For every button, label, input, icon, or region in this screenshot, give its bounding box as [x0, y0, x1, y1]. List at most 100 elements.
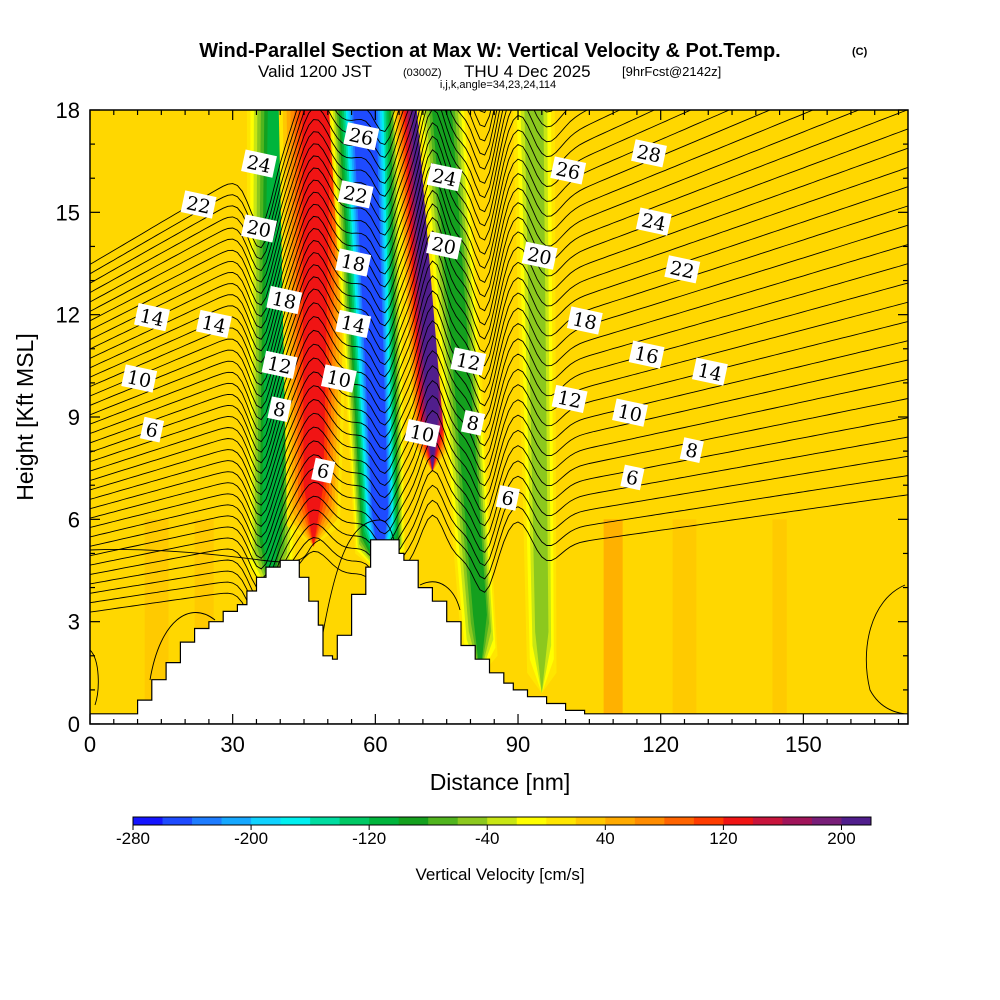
theta-label-box — [426, 163, 463, 192]
chart-title: Wind-Parallel Section at Max W: Vertical… — [199, 40, 780, 62]
theta-label-box — [664, 255, 701, 284]
theta-contour-line — [90, 340, 908, 549]
y-tick-label: 3 — [68, 610, 80, 635]
subtitle-forecast: [9hrFcst@2142z] — [622, 64, 721, 79]
colorbar-swatch — [782, 817, 813, 825]
theta-label-text: 12 — [265, 353, 293, 380]
theta-label-box — [620, 464, 645, 491]
velocity-patch — [772, 519, 787, 724]
theta-contour-label: 6 — [139, 416, 165, 443]
theta-contour-line — [90, 436, 908, 602]
y-tick-label: 9 — [68, 405, 80, 430]
axes: 0 30 60 90 120 150 0 3 6 9 12 15 18 — [56, 98, 908, 757]
theta-label-box — [426, 231, 462, 260]
theta-contour-line — [90, 321, 908, 538]
theta-label-text: 22 — [341, 182, 369, 209]
colorbar-swatch — [811, 817, 842, 825]
theta-contour-line — [90, 110, 492, 293]
x-tick-label: 150 — [785, 732, 822, 757]
theta-contour-label: 26 — [343, 122, 380, 151]
theta-label-text: 8 — [683, 439, 699, 463]
colorbar-tick-label: 120 — [709, 829, 737, 848]
colorbar-swatch — [162, 817, 193, 825]
theta-contour-line — [419, 581, 461, 611]
colorbar-tick-label: 200 — [827, 829, 855, 848]
theta-label-box — [335, 309, 372, 339]
theta-contour-line — [90, 110, 860, 416]
theta-contour-line — [90, 110, 621, 359]
colorbar-tick-label: -200 — [234, 829, 268, 848]
theta-contour-label: 14 — [195, 309, 232, 339]
theta-label-box — [241, 149, 277, 178]
theta-label-box — [612, 398, 648, 427]
theta-label-text: 18 — [339, 250, 367, 277]
y-tick-label: 12 — [56, 303, 80, 328]
theta-label-text: 8 — [271, 398, 287, 422]
y-axis-label: Height [Kft MSL] — [12, 333, 38, 500]
theta-label-box — [195, 309, 232, 339]
theta-label-box — [266, 285, 303, 315]
theta-contour-line — [90, 186, 908, 464]
theta-contour-line — [319, 519, 399, 651]
colorbar-label: Vertical Velocity [cm/s] — [415, 865, 584, 884]
theta-label-text: 10 — [408, 421, 436, 448]
theta-contour-label: 26 — [550, 156, 587, 185]
theta-contour-line — [90, 455, 908, 612]
colorbar-swatch — [398, 817, 429, 825]
colorbar-swatch — [723, 817, 754, 825]
theta-label-text: 6 — [624, 466, 640, 490]
theta-contour-label: 6 — [620, 464, 645, 491]
theta-contour-label: 28 — [631, 139, 667, 168]
theta-label-text: 12 — [555, 387, 583, 414]
colorbar-swatch — [192, 817, 223, 825]
theta-contour-label: 20 — [426, 231, 462, 260]
theta-label-box — [241, 214, 277, 243]
theta-label-box — [631, 139, 667, 168]
theta-contour-label: 8 — [460, 409, 486, 436]
theta-contour-label: 20 — [241, 214, 277, 243]
theta-label-box — [679, 437, 704, 463]
theta-contour-label: 18 — [566, 306, 603, 335]
theta-contour-line — [90, 205, 908, 474]
theta-label-text: 14 — [696, 359, 724, 386]
theta-label-box — [267, 396, 292, 423]
theta-contour-line — [90, 110, 908, 425]
x-tick-label: 60 — [363, 732, 387, 757]
theta-contour-line — [90, 110, 396, 265]
theta-contour-line — [90, 282, 908, 517]
colorbar-swatch — [546, 817, 577, 825]
y-tick-label: 15 — [56, 200, 80, 225]
theta-label-text: 10 — [125, 366, 153, 393]
colorbar-swatch — [457, 817, 488, 825]
theta-label-text: 26 — [347, 124, 375, 151]
theta-label-text: 6 — [499, 487, 515, 511]
subtitle-grid-indices: i,j,k,angle=34,23,24,114 — [440, 79, 556, 91]
theta-label-text: 20 — [245, 216, 273, 243]
theta-contour-label: 10 — [612, 398, 648, 427]
theta-contour-line — [149, 612, 216, 681]
theta-label-box — [180, 190, 217, 219]
chart-title-tag: (C) — [852, 46, 868, 58]
colorbar-swatch — [693, 817, 724, 825]
theta-contour-line — [90, 147, 908, 444]
theta-label-text: 18 — [270, 288, 298, 315]
theta-contour-label: 18 — [266, 285, 303, 315]
theta-contour-label: 12 — [450, 347, 487, 376]
theta-label-text: 18 — [570, 308, 598, 335]
colorbar-swatch — [664, 817, 695, 825]
theta-contour-label: 6 — [495, 485, 520, 511]
theta-contour-label: 6 — [311, 457, 336, 484]
theta-contour-line — [90, 110, 501, 322]
theta-label-box — [134, 303, 170, 332]
theta-label-text: 8 — [465, 412, 481, 436]
theta-contour-label: 16 — [628, 340, 665, 369]
colorbar: -280 -200 -120 -40 40 120 200 — [116, 816, 872, 848]
theta-label-text: 16 — [632, 342, 660, 369]
colorbar-swatch — [428, 817, 459, 825]
theta-contour-line — [90, 110, 568, 341]
theta-contour-line — [90, 128, 908, 434]
theta-contour-line — [90, 110, 498, 312]
theta-contour-line — [90, 359, 908, 559]
